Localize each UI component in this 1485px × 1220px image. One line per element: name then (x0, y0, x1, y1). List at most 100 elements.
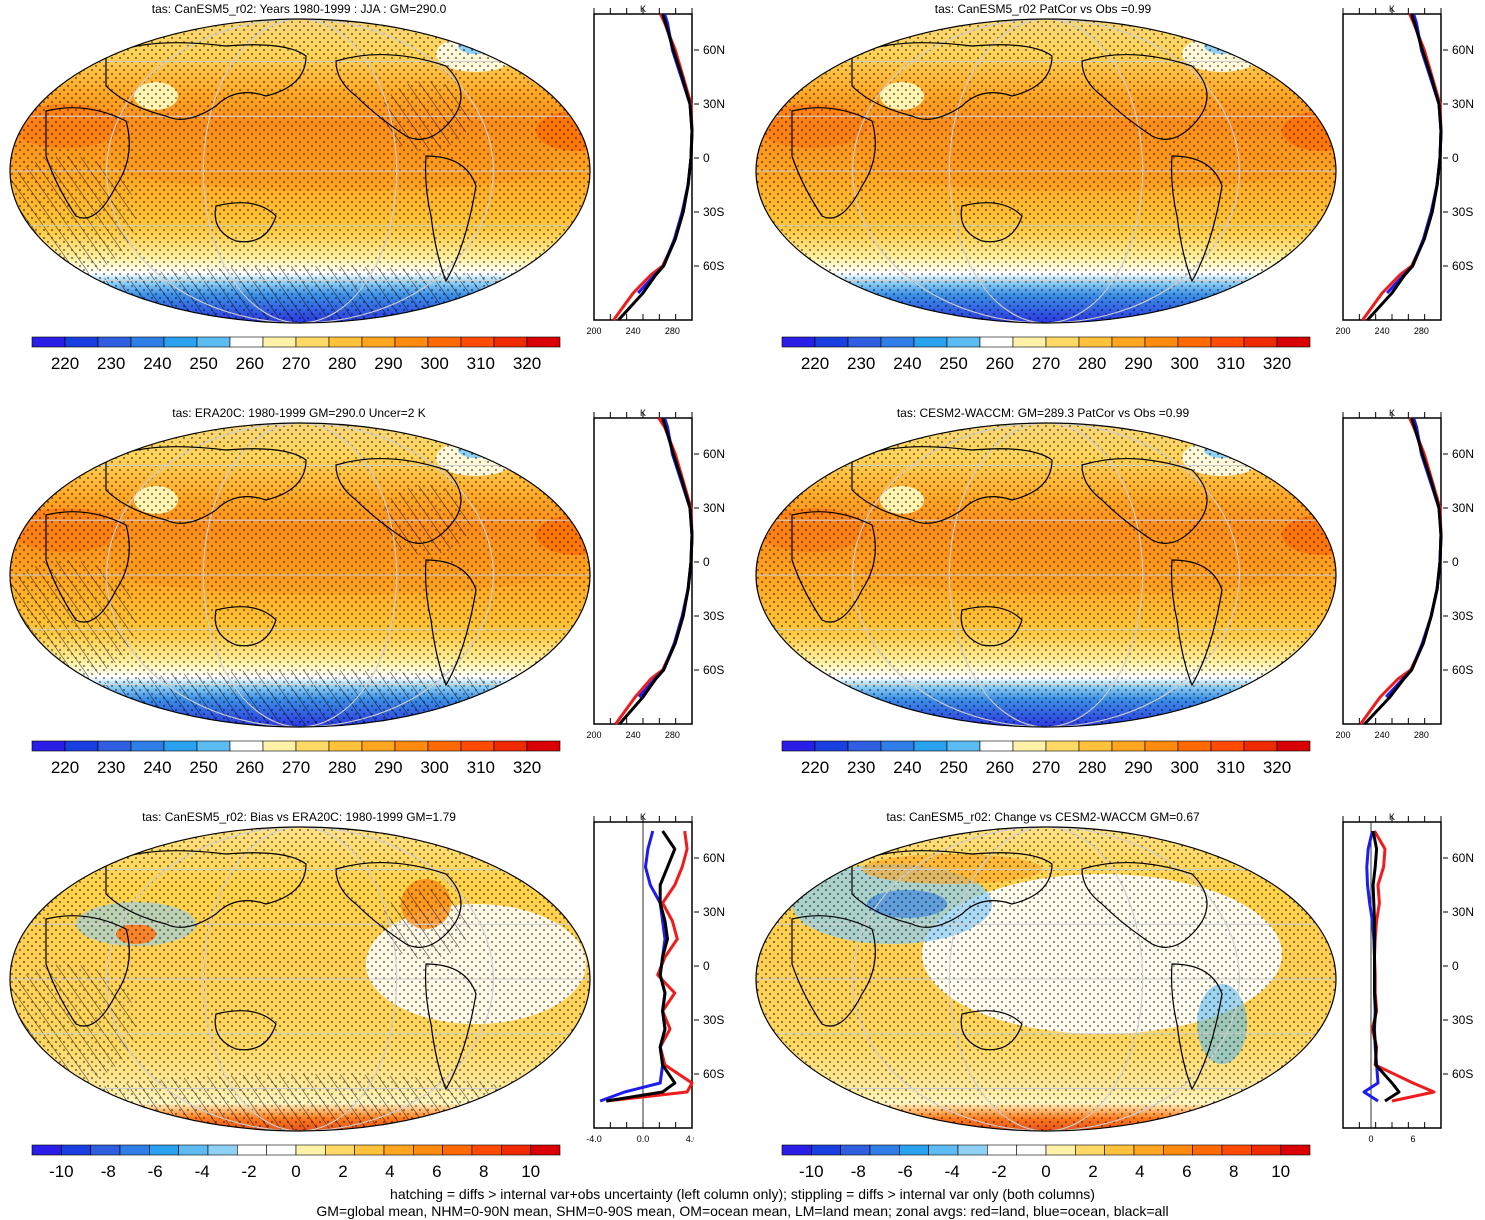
map-panel-4 (755, 422, 1337, 728)
colorbar-swatch (178, 1144, 209, 1156)
colorbar-swatch (526, 740, 561, 752)
map-panel-3 (9, 422, 591, 728)
continent-outline (851, 446, 1053, 524)
zonal-mean-plot-3: K 200 240 280 (586, 408, 694, 740)
lat-label: 60N (703, 43, 725, 57)
colorbar-swatch (814, 336, 849, 348)
colorbar-swatch (493, 336, 528, 348)
lat-label: 60N (703, 447, 725, 461)
colorbar-swatch (471, 1144, 502, 1156)
colorbar-label: 270 (1032, 758, 1060, 777)
colorbar-label: 250 (189, 354, 217, 373)
lat-label: 60S (1452, 259, 1473, 273)
colorbar-swatch (130, 740, 165, 752)
colorbar-label: 250 (939, 758, 967, 777)
colorbar-label: 10 (521, 1162, 540, 1181)
colorbar-swatch (328, 740, 363, 752)
colorbar-swatch (1078, 336, 1113, 348)
colorbar-swatch (880, 336, 915, 348)
colorbar-swatch (1280, 1144, 1311, 1156)
zonal-mean-plot-6: K 0 6 (1342, 812, 1442, 1144)
zonal-series-red (1370, 830, 1436, 1103)
map-panel-6 (755, 826, 1337, 1132)
x-tick-label: 280 (665, 326, 680, 336)
colorbar-swatch (1276, 336, 1311, 348)
zonal-series-blue (599, 830, 667, 1103)
map-border (755, 826, 1337, 1132)
unit-label: K (640, 408, 646, 418)
continent-outline (335, 457, 462, 544)
colorbar-label: 290 (1124, 758, 1152, 777)
colorbar-swatch (913, 740, 948, 752)
latitude-axis-2: 60N 30N 0 30S 60S (1443, 43, 1474, 273)
continent-outline (45, 915, 130, 1027)
colorbar-label: 250 (189, 758, 217, 777)
lat-label: 60N (1452, 43, 1474, 57)
lat-label: 30S (1452, 205, 1473, 219)
latitude-axis-5: 60N 30N 0 30S 60S (694, 851, 725, 1081)
colorbar-label: 0 (291, 1162, 300, 1181)
colorbar-label: 320 (513, 354, 541, 373)
colorbar-label: 300 (420, 758, 448, 777)
colorbar-label: -2 (242, 1162, 257, 1181)
colorbar-label: 240 (143, 354, 171, 373)
x-tick-label: 6 (1410, 1134, 1415, 1144)
colorbar-swatch (361, 740, 396, 752)
latitude-axis-3: 60N 30N 0 30S 60S (694, 447, 725, 677)
colorbar-label: 0 (1041, 1162, 1050, 1181)
lat-label: 30S (703, 205, 724, 219)
panel-title: tas: CanESM5_r02: Years 1980-1999 : JJA … (151, 2, 447, 16)
colorbar-swatch (1221, 1144, 1252, 1156)
colorbar-swatch (1163, 1144, 1193, 1156)
zonal-series-black (1366, 13, 1443, 322)
colorbar-label: 260 (236, 354, 264, 373)
colorbar-label: 230 (97, 758, 125, 777)
caption-line-2: GM=global mean, NHM=0-90N mean, SHM=0-90… (316, 1203, 1169, 1219)
colorbar-swatch (1192, 1144, 1223, 1156)
colorbar-swatch (811, 1144, 841, 1156)
lat-label: 0 (1452, 959, 1459, 973)
colorbar-label: 2 (1088, 1162, 1097, 1181)
continent-outline (960, 606, 1023, 647)
colorbar-swatch (1144, 740, 1179, 752)
x-tick-label: 240 (626, 730, 641, 740)
colorbar-swatch (957, 1144, 988, 1156)
unit-label: K (1389, 812, 1395, 822)
colorbar-swatch (1210, 740, 1245, 752)
colorbar-swatch (383, 1144, 414, 1156)
colorbar-label: 320 (513, 758, 541, 777)
panel-title: tas: CanESM5_r02 PatCor vs Obs =0.99 (934, 2, 1152, 16)
lat-label: 60N (1452, 851, 1474, 865)
colorbar-label: 310 (1217, 354, 1245, 373)
lat-label: 0 (1452, 151, 1459, 165)
zonal-mean-plot-5: K -4.0 0.0 4.0 (586, 812, 694, 1144)
zonal-series-black (606, 830, 677, 1103)
colorbar-swatch (354, 1144, 385, 1156)
colorbar-label: 310 (467, 758, 495, 777)
colorbar-swatch (229, 740, 264, 752)
colorbar-swatch (1133, 1144, 1164, 1156)
colorbar-6: -10 -8 -6 -4 -2 0 2 4 6 8 10 (781, 1144, 1311, 1181)
colorbar-label: 240 (143, 758, 171, 777)
colorbar-swatch (97, 336, 132, 348)
colorbar-4: 220 230 240 250 260 270 280 290 300 310 320 (781, 740, 1311, 777)
panel-title: tas: CanESM5_r02: Bias vs ERA20C: 1980-1… (142, 810, 456, 824)
continent-outline (1170, 155, 1223, 283)
continent-outline (424, 963, 477, 1091)
colorbar-swatch (1144, 336, 1179, 348)
colorbar-swatch (1210, 336, 1245, 348)
x-tick-label: 4.0 (686, 1134, 694, 1144)
continent-outline (105, 850, 307, 928)
colorbar-label: 270 (1032, 354, 1060, 373)
colorbar-swatch (90, 1144, 121, 1156)
colorbar-label: 2 (338, 1162, 347, 1181)
x-tick-label: 280 (665, 730, 680, 740)
colorbar-swatch (913, 336, 948, 348)
colorbar-swatch (229, 336, 264, 348)
colorbar-swatch (946, 740, 981, 752)
colorbar-swatch (1045, 1144, 1076, 1156)
colorbar-label: 230 (97, 354, 125, 373)
lat-label: 30N (1452, 97, 1474, 111)
lat-label: 30S (703, 1013, 724, 1027)
zonal-series-blue (1385, 417, 1443, 699)
